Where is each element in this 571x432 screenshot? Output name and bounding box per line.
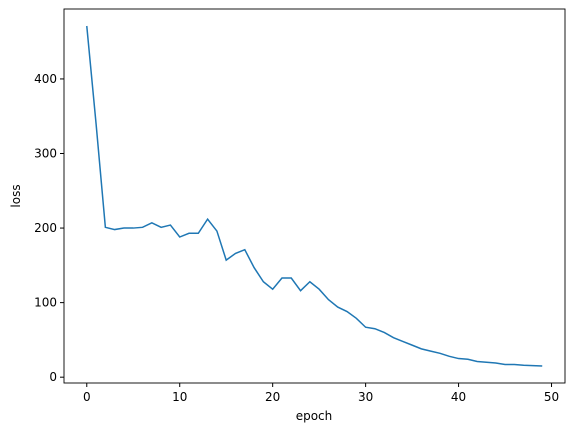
x-tick-label: 50 xyxy=(544,390,559,404)
y-tick-label: 300 xyxy=(34,147,57,161)
y-tick-label: 100 xyxy=(34,296,57,310)
y-tick-label: 400 xyxy=(34,72,57,86)
line xyxy=(86,25,543,367)
x-tick-label: 20 xyxy=(265,390,280,404)
x-axis-label: epoch xyxy=(296,409,333,423)
y-tick-label: 200 xyxy=(34,221,57,235)
x-tick-label: 0 xyxy=(83,390,91,404)
y-axis-label: loss xyxy=(9,184,23,207)
plot-area xyxy=(63,8,566,384)
x-tick-label: 30 xyxy=(358,390,373,404)
y-tick-label: 0 xyxy=(49,370,57,384)
x-tick-label: 40 xyxy=(451,390,466,404)
x-tick-label: 10 xyxy=(172,390,187,404)
